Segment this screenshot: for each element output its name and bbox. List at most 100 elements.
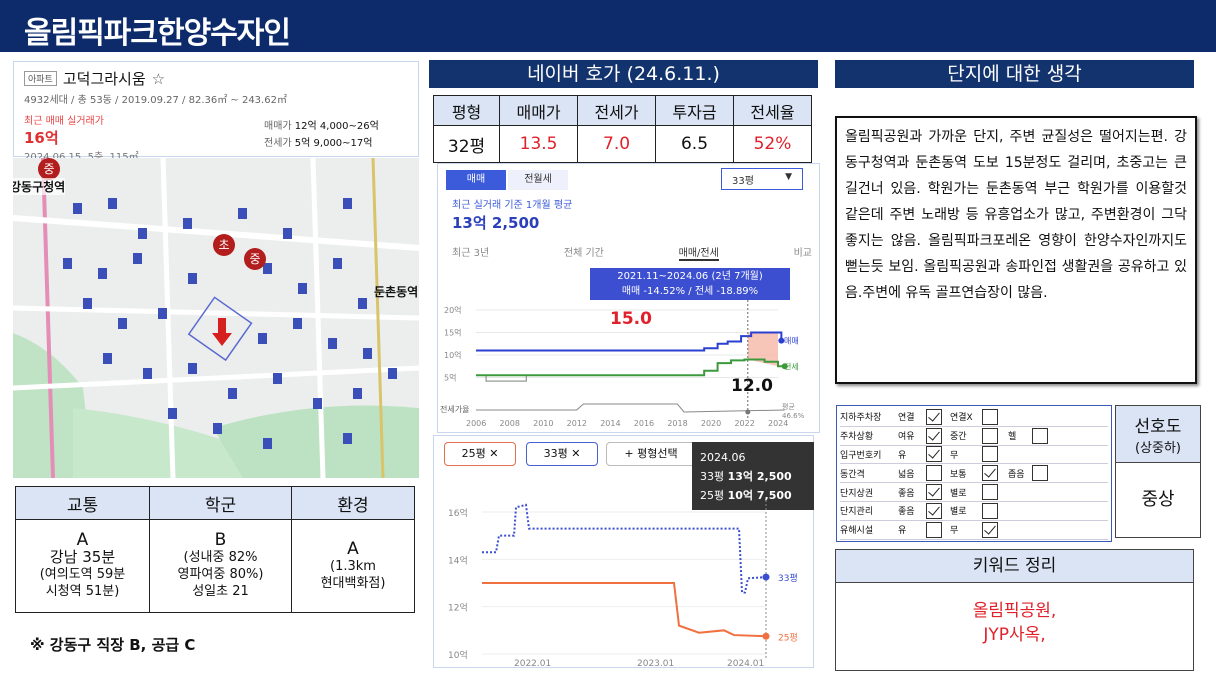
option-b-checkbox[interactable]: [982, 521, 998, 538]
option-a-checkbox[interactable]: [926, 502, 942, 519]
listing-name[interactable]: 고덕그라시움: [62, 70, 146, 88]
series-33: [482, 503, 767, 594]
option-c-checkbox[interactable]: [1032, 465, 1048, 482]
option-b-checkbox[interactable]: [982, 484, 998, 501]
y-tick-label: 10억: [444, 350, 462, 360]
option-a-checkbox[interactable]: [926, 446, 942, 463]
naver-jeonse: 7.0: [577, 125, 657, 163]
tab-rent[interactable]: 전월세: [508, 170, 568, 190]
naver-header-jeonse: 전세가: [577, 95, 657, 126]
x-tick-label: 2022: [734, 419, 754, 428]
x-tick-label: 2022.01: [514, 659, 551, 668]
keywords-box: 키워드 정리 올림픽공원, JYP사옥,: [835, 549, 1194, 671]
chip-25[interactable]: 25평 ✕: [444, 442, 516, 466]
listing-info: 4932세대 / 총 53동 / 2019.09.27 / 82.36㎡ ~ 2…: [24, 95, 287, 106]
school-badge-elementary[interactable]: 초: [213, 234, 235, 256]
checklist-row: 주차상황 여유 중간 헬: [840, 427, 1108, 446]
rent-label: 전세가: [264, 138, 292, 149]
checklist-label: 유해시설: [840, 526, 874, 537]
avg-label: 최근 실거래 기준 1개월 평균: [452, 200, 573, 211]
favorite-star-icon[interactable]: ☆: [151, 69, 166, 88]
option-c-label: 헬: [1008, 432, 1017, 443]
option-b-checkbox[interactable]: [982, 465, 998, 482]
point-33: [762, 573, 770, 581]
option-a-checkbox[interactable]: [926, 521, 942, 538]
option-a-label: 좋음: [898, 507, 915, 518]
x-tick-label: 2010: [533, 419, 553, 428]
option-a-checkbox[interactable]: [926, 408, 942, 425]
checklist-row: 입구번호키 유 무: [840, 446, 1108, 465]
tab-all-period[interactable]: 전체 기간: [563, 248, 604, 259]
tab-sale-rent[interactable]: 매매/전세: [678, 244, 719, 261]
checklist-row: 유해시설 유 무: [840, 521, 1108, 540]
rent-end-point: [781, 363, 788, 370]
naver-price-table: 평형 매매가 전세가 투자금 전세율 32평 13.5 7.0 6.5 52%: [432, 95, 813, 163]
size-chart: 16억 14억 12억 10억 2022.01 2023.01 2024.01 33평 25평: [448, 500, 798, 668]
map-view[interactable]: 중 초 중 강동구청역: [13, 158, 419, 478]
naver-header-rate: 전세율: [732, 95, 813, 126]
school-badge-middle[interactable]: 중: [244, 248, 266, 270]
rate-line: [476, 403, 785, 413]
y-tick-label: 5억: [444, 373, 456, 383]
option-b-label: 보통: [950, 469, 967, 480]
option-b-label: 별로: [950, 507, 967, 518]
option-b-checkbox[interactable]: [982, 502, 998, 519]
grade-header-traffic: 교통: [15, 486, 150, 520]
decline-area: [747, 332, 778, 367]
option-b-checkbox[interactable]: [982, 446, 998, 463]
tab-3years[interactable]: 최근 3년: [452, 248, 490, 259]
trade-value: 12억 4,000~26억: [294, 121, 379, 132]
chip-33[interactable]: 33평 ✕: [526, 442, 598, 466]
option-b-label: 무: [950, 526, 959, 537]
school-badge-middle-top[interactable]: 중: [38, 158, 60, 180]
label-33: 33평: [778, 573, 798, 584]
size-select[interactable]: 33평 ▼: [721, 168, 803, 190]
listing-card[interactable]: 아파트 고덕그라시움 ☆ 4932세대 / 총 53동 / 2019.09.27…: [13, 61, 419, 163]
chevron-down-icon: ▼: [785, 172, 792, 182]
x-tick-label: 2018: [667, 419, 687, 428]
y-tick-label: 15억: [444, 328, 462, 338]
naver-sale: 13.5: [499, 125, 579, 163]
option-b-checkbox[interactable]: [982, 408, 998, 425]
option-b-label: 무: [950, 450, 959, 461]
grade-header-school: 학군: [149, 486, 292, 520]
add-size-button[interactable]: + 평형선택: [606, 442, 696, 466]
checklist-label: 지하주차장: [840, 413, 882, 424]
sale-end-point: [778, 337, 785, 344]
checklist-label: 동간격: [840, 469, 865, 480]
option-a-label: 여유: [898, 432, 915, 443]
rent-value: 5억 9,000~17억: [294, 138, 373, 149]
option-c-checkbox[interactable]: [1032, 427, 1048, 444]
y-tick-label: 20억: [444, 305, 462, 315]
opinion-text: 올림픽공원과 가까운 단지, 주변 균질성은 떨어지는편. 강동구청역과 둔촌동…: [835, 116, 1197, 384]
checklist-row: 지하주차장 연결 연결X: [840, 408, 1108, 427]
checklist-label: 주차상황: [840, 432, 874, 443]
grade-header-env: 환경: [291, 486, 415, 520]
rate-avg-label: 평균: [782, 402, 795, 411]
keyword-1: 올림픽공원,: [972, 601, 1057, 621]
option-a-checkbox[interactable]: [926, 484, 942, 501]
rate-label: 전세가율: [440, 404, 469, 414]
naver-header-size: 평형: [432, 95, 501, 126]
price-chart: 20억 15억 10억 5억 2006 2008 2010 2012 2014 2016 2018 2…: [440, 300, 805, 428]
checklist-label: 입구번호키: [840, 450, 882, 461]
option-a-label: 유: [898, 450, 907, 461]
checklist-label: 단지상권: [840, 488, 874, 499]
rate-pct: 46.6%: [782, 412, 805, 420]
naver-rate: 52%: [732, 125, 813, 163]
grade-traffic: A 강남 35분 (여의도역 59분 시청역 51분): [15, 519, 150, 613]
option-a-checkbox[interactable]: [926, 465, 942, 482]
x-tick-label: 2008: [500, 419, 520, 428]
chart1-tooltip: 2021.11~2024.06 (2년 7개월) 매매 -14.52% / 전세 …: [590, 268, 790, 300]
x-tick-label: 2024: [768, 419, 788, 428]
option-b-checkbox[interactable]: [982, 427, 998, 444]
series-25: [482, 582, 767, 638]
trade-label: 매매가: [264, 121, 292, 132]
series-sale: [476, 331, 783, 352]
preference-value: 중상: [1141, 489, 1175, 510]
x-tick-label: 2024.01: [727, 659, 764, 668]
tab-sale[interactable]: 매매: [446, 170, 506, 190]
tab-compare[interactable]: 비교: [793, 248, 812, 259]
map-canvas: [13, 158, 419, 478]
option-a-checkbox[interactable]: [926, 427, 942, 444]
